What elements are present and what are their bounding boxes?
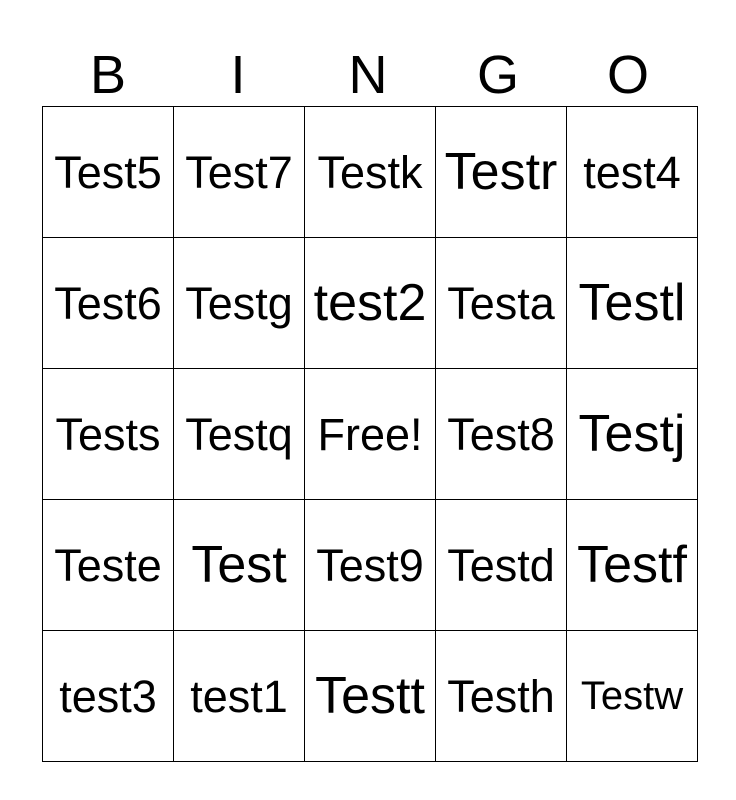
bingo-cell[interactable]: Testh (435, 630, 567, 762)
bingo-cell[interactable]: Test7 (173, 106, 305, 238)
header-letter-o: O (606, 45, 649, 105)
bingo-cell[interactable]: Testt (304, 630, 436, 762)
bingo-cell[interactable]: Testk (304, 106, 436, 238)
grid-row: test3 test1 Testt Testh Testw (42, 630, 698, 762)
bingo-cell[interactable]: Testr (435, 106, 567, 238)
bingo-cell[interactable]: Testw (566, 630, 698, 762)
header-letter-b: B (89, 45, 127, 105)
grid-row: Tests Testq Free! Test8 Testj (42, 368, 698, 500)
grid-row: Teste Test Test9 Testd Testf (42, 499, 698, 631)
bingo-grid: Test5 Test7 Testk Testr test4 Test6 Test… (42, 106, 698, 762)
bingo-cell[interactable]: Testq (173, 368, 305, 500)
bingo-cell[interactable]: Test8 (435, 368, 567, 500)
bingo-header: B I N G O (43, 46, 693, 104)
free-cell[interactable]: Free! (304, 368, 436, 500)
bingo-cell[interactable]: Tests (42, 368, 174, 500)
bingo-cell[interactable]: test3 (42, 630, 174, 762)
bingo-cell[interactable]: Teste (42, 499, 174, 631)
header-letter-n: N (348, 45, 388, 105)
bingo-cell[interactable]: Test (173, 499, 305, 631)
bingo-cell[interactable]: Testa (435, 237, 567, 369)
bingo-cell[interactable]: Testf (566, 499, 698, 631)
grid-row: Test6 Testg test2 Testa Testl (42, 237, 698, 369)
bingo-cell[interactable]: Test6 (42, 237, 174, 369)
bingo-cell[interactable]: test2 (304, 237, 436, 369)
bingo-cell[interactable]: test4 (566, 106, 698, 238)
bingo-cell[interactable]: Test5 (42, 106, 174, 238)
bingo-cell[interactable]: test1 (173, 630, 305, 762)
header-letter-g: G (476, 45, 519, 105)
bingo-cell[interactable]: Testl (566, 237, 698, 369)
bingo-cell[interactable]: Testg (173, 237, 305, 369)
bingo-cell[interactable]: Test9 (304, 499, 436, 631)
grid-row: Test5 Test7 Testk Testr test4 (42, 106, 698, 238)
bingo-cell[interactable]: Testd (435, 499, 567, 631)
bingo-cell[interactable]: Testj (566, 368, 698, 500)
header-letter-i: I (230, 45, 246, 105)
